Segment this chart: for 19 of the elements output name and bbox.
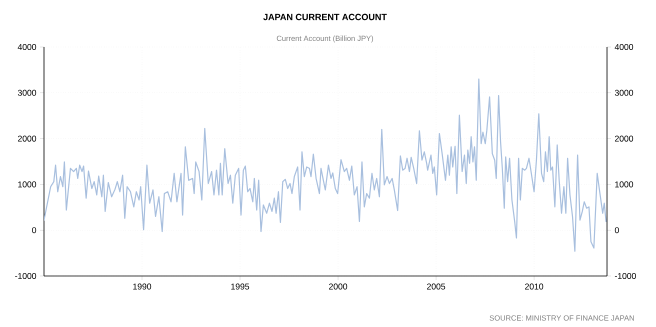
y-tick-label: -1000 xyxy=(15,272,36,280)
x-tick-label: 2000 xyxy=(329,284,348,290)
y2-tick-label: 1000 xyxy=(615,181,634,188)
y2-tick-label: 3000 xyxy=(614,90,634,96)
line-series xyxy=(44,78,607,252)
y2-tick-label: 4000 xyxy=(614,44,634,50)
y-tick-label: 4000 xyxy=(18,44,36,50)
chart-title: JAPAN CURRENT ACCOUNT xyxy=(263,14,387,20)
y2-tick-label: 2000 xyxy=(614,136,634,142)
y-tick-label: 3000 xyxy=(18,90,36,96)
y-tick-label: 1000 xyxy=(18,181,36,188)
x-tick-label: 2010 xyxy=(525,284,544,290)
y2-tick-label: -1000 xyxy=(614,272,636,280)
y2-tick-label: 0 xyxy=(614,227,619,234)
x-tick-label: 1995 xyxy=(231,284,250,290)
y-tick-label: 0 xyxy=(32,227,36,234)
x-tick-label: 2005 xyxy=(427,284,446,290)
x-tick-label: 1990 xyxy=(133,284,152,290)
y-tick-label: 2000 xyxy=(18,136,36,142)
